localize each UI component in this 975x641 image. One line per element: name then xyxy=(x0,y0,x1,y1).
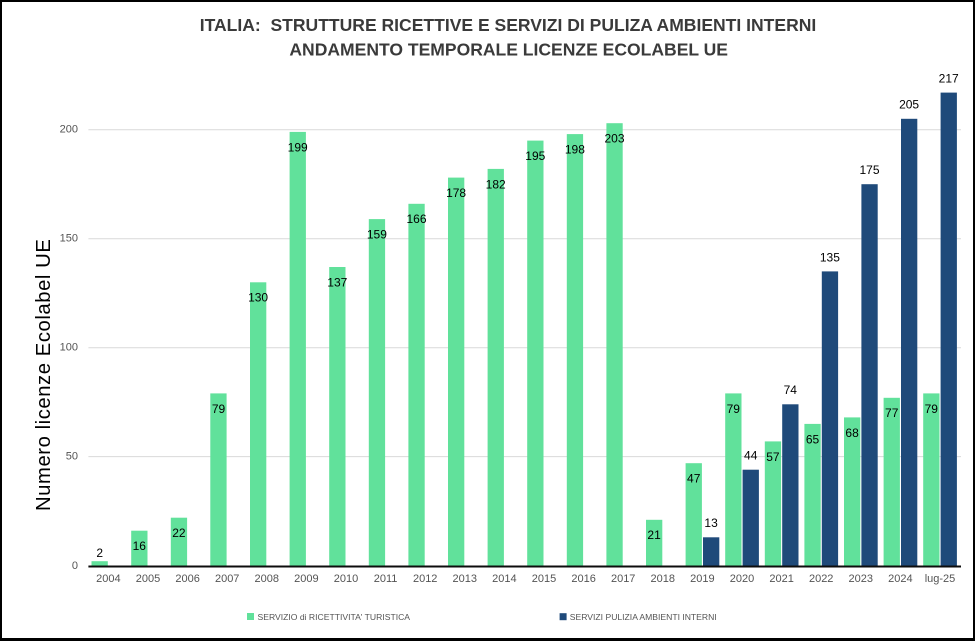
svg-text:2014: 2014 xyxy=(492,573,516,585)
svg-text:44: 44 xyxy=(744,449,758,463)
svg-text:199: 199 xyxy=(288,140,308,154)
svg-text:100: 100 xyxy=(60,342,78,354)
svg-text:50: 50 xyxy=(66,451,78,463)
svg-text:21: 21 xyxy=(647,528,661,542)
svg-text:65: 65 xyxy=(806,432,820,446)
svg-text:13: 13 xyxy=(704,516,718,530)
svg-text:79: 79 xyxy=(212,402,226,416)
svg-text:2021: 2021 xyxy=(769,573,793,585)
svg-text:130: 130 xyxy=(248,291,268,305)
svg-text:2015: 2015 xyxy=(532,573,556,585)
svg-text:166: 166 xyxy=(406,212,426,226)
svg-text:2017: 2017 xyxy=(611,573,635,585)
svg-text:ANDAMENTO TEMPORALE LICENZE EC: ANDAMENTO TEMPORALE LICENZE ECOLABEL UE xyxy=(289,40,728,60)
svg-text:178: 178 xyxy=(446,186,466,200)
svg-text:135: 135 xyxy=(820,250,840,264)
svg-text:2023: 2023 xyxy=(849,573,873,585)
svg-text:68: 68 xyxy=(845,426,859,440)
svg-text:2010: 2010 xyxy=(334,573,358,585)
svg-text:2: 2 xyxy=(96,546,103,560)
svg-text:ITALIA: STRUTTURE RICETTIVE E: ITALIA: STRUTTURE RICETTIVE E SERVIZI DI… xyxy=(200,15,817,35)
svg-text:79: 79 xyxy=(925,402,939,416)
svg-text:2011: 2011 xyxy=(374,573,398,585)
svg-text:2024: 2024 xyxy=(888,573,912,585)
svg-text:2018: 2018 xyxy=(651,573,675,585)
svg-text:0: 0 xyxy=(72,560,78,572)
svg-text:2013: 2013 xyxy=(453,573,477,585)
svg-text:2020: 2020 xyxy=(730,573,754,585)
svg-text:lug-25: lug-25 xyxy=(925,573,956,585)
svg-text:Numero licenze Ecolabel UE: Numero licenze Ecolabel UE xyxy=(33,239,55,511)
svg-text:SERVIZIO di RICETTIVITA' TURIS: SERVIZIO di RICETTIVITA' TURISTICA xyxy=(258,612,411,622)
svg-text:205: 205 xyxy=(899,98,919,112)
svg-text:2012: 2012 xyxy=(413,573,437,585)
svg-text:137: 137 xyxy=(327,275,347,289)
svg-text:57: 57 xyxy=(766,450,780,464)
svg-text:195: 195 xyxy=(525,149,545,163)
svg-text:217: 217 xyxy=(939,72,959,86)
svg-text:200: 200 xyxy=(60,124,78,136)
svg-text:2008: 2008 xyxy=(255,573,279,585)
svg-text:2019: 2019 xyxy=(690,573,714,585)
svg-text:2007: 2007 xyxy=(215,573,239,585)
svg-text:182: 182 xyxy=(486,177,506,191)
svg-text:2009: 2009 xyxy=(294,573,318,585)
svg-text:47: 47 xyxy=(687,472,701,486)
svg-text:150: 150 xyxy=(60,233,78,245)
svg-text:203: 203 xyxy=(604,132,624,146)
svg-text:2016: 2016 xyxy=(571,573,595,585)
svg-text:22: 22 xyxy=(172,526,186,540)
svg-text:SERVIZI PULIZIA AMBIENTI INTER: SERVIZI PULIZIA AMBIENTI INTERNI xyxy=(570,612,717,622)
svg-text:2022: 2022 xyxy=(809,573,833,585)
svg-text:16: 16 xyxy=(133,539,147,553)
svg-text:2006: 2006 xyxy=(175,573,199,585)
svg-text:2004: 2004 xyxy=(96,573,120,585)
svg-text:74: 74 xyxy=(784,383,798,397)
svg-text:159: 159 xyxy=(367,228,387,242)
svg-text:77: 77 xyxy=(885,406,899,420)
svg-text:2005: 2005 xyxy=(136,573,160,585)
svg-text:79: 79 xyxy=(727,402,741,416)
svg-text:198: 198 xyxy=(565,143,585,157)
svg-text:175: 175 xyxy=(859,163,879,177)
